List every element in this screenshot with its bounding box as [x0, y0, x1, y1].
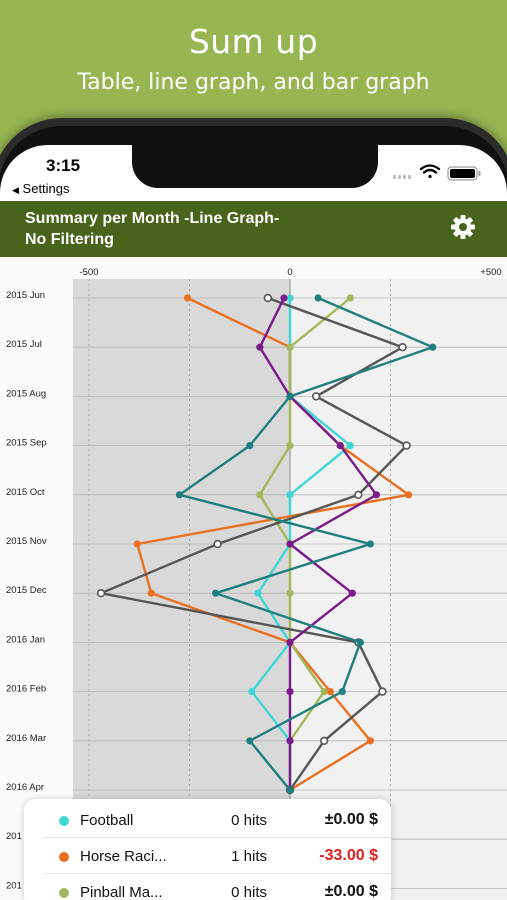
series-point — [338, 688, 346, 696]
month-tick-label: 2015 Jun — [6, 290, 45, 301]
nav-bar: Summary per Month -Line Graph- No Filter… — [0, 201, 507, 257]
series-point — [286, 491, 294, 499]
page-title: Summary per Month -Line Graph- No Filter… — [25, 208, 279, 250]
legend-hits: 0 hits — [231, 812, 267, 829]
series-point — [286, 294, 294, 302]
legend-color-dot — [59, 852, 69, 862]
month-tick-label: 201 — [6, 831, 22, 842]
series-point — [286, 343, 294, 351]
series-point — [320, 688, 328, 696]
month-tick-label: 201 — [6, 880, 22, 891]
series-point — [286, 442, 294, 450]
legend-amount: ±0.00 $ — [324, 883, 378, 900]
series-point — [346, 442, 354, 450]
series-point — [286, 688, 294, 696]
series-point — [256, 491, 264, 499]
month-tick-label: 2015 Aug — [6, 388, 46, 399]
series-point — [175, 491, 184, 499]
wifi-icon — [419, 164, 441, 179]
back-to-settings-link[interactable]: ◀ Settings — [12, 181, 70, 196]
legend-hits: 0 hits — [231, 884, 267, 900]
series-point — [246, 442, 254, 450]
series-point — [354, 490, 363, 500]
positive-region — [290, 279, 507, 900]
series-point — [213, 539, 222, 549]
battery-icon — [447, 166, 481, 181]
month-tick-label: 2015 Nov — [6, 536, 47, 547]
line-chart[interactable]: 2015 Jun 2015 Jul 2015 Aug 2015 Sep 2015 Oct… — [0, 257, 507, 900]
status-time: 3:15 — [46, 156, 81, 175]
month-tick-label: 2016 Feb — [6, 684, 46, 695]
series-point — [263, 293, 273, 303]
series-point — [314, 294, 322, 302]
month-tick-label: 2015 Sep — [6, 438, 47, 449]
page-title-line2: No Filtering — [25, 231, 114, 248]
legend-name: Horse Raci... — [80, 848, 167, 865]
series-point — [372, 491, 381, 499]
month-tick-label: 2016 Jan — [6, 634, 45, 645]
signal-icon — [393, 175, 411, 179]
series-point — [404, 491, 413, 499]
phone-notch — [132, 145, 378, 188]
month-tick-label: 2016 Apr — [6, 782, 44, 793]
series-point — [286, 540, 294, 548]
legend-divider — [44, 837, 391, 838]
legend-card: Football 0 hits ±0.00 $ Horse Raci... 1 hits… — [24, 799, 391, 900]
month-tick-label: 2015 Jul — [6, 339, 42, 350]
promo-title: Sum up — [188, 22, 319, 61]
month-tick-label: 2015 Dec — [6, 585, 47, 596]
legend-row[interactable]: Football 0 hits ±0.00 $ — [24, 801, 391, 837]
legend-name: Football — [80, 812, 134, 829]
x-tick-label: 0 — [287, 267, 292, 278]
series-point — [311, 392, 321, 401]
legend-name: Pinball Ma... — [80, 884, 163, 900]
back-label: Settings — [22, 181, 70, 196]
series-point — [429, 343, 437, 351]
series-point — [246, 737, 254, 745]
series-point — [348, 589, 356, 597]
series-point — [147, 589, 155, 597]
series-point — [280, 294, 288, 302]
series-point — [183, 294, 192, 302]
series-point — [356, 638, 364, 646]
month-tick-label: 2016 Mar — [6, 733, 46, 744]
series-point — [336, 442, 344, 450]
series-point — [366, 540, 374, 548]
line-chart-svg: 2015 Jun 2015 Jul 2015 Aug 2015 Sep 2015 Oct… — [6, 267, 507, 900]
legend-row[interactable]: Pinball Ma... 0 hits ±0.00 $ — [24, 873, 391, 900]
page-title-line1: Summary per Month -Line Graph- — [25, 210, 280, 227]
legend-row[interactable]: Horse Raci... 1 hits -33.00 $ — [24, 837, 391, 873]
legend-divider — [44, 873, 391, 874]
series-point — [286, 638, 294, 646]
x-tick-label: -500 — [79, 267, 98, 278]
series-point — [212, 589, 220, 597]
series-point — [286, 589, 294, 597]
series-point — [286, 392, 294, 400]
series-point — [256, 343, 264, 351]
legend-amount: ±0.00 $ — [324, 811, 378, 828]
back-arrow-icon: ◀ — [12, 185, 19, 195]
series-point — [402, 441, 411, 450]
series-point — [378, 687, 387, 696]
series-point — [346, 294, 354, 302]
series-point — [326, 688, 334, 696]
series-point — [398, 342, 407, 352]
series-point — [96, 589, 106, 598]
month-tick-label: 2015 Oct — [6, 487, 45, 498]
series-point — [286, 786, 294, 794]
series-point — [248, 688, 256, 696]
promo-subtitle: Table, line graph, and bar graph — [77, 70, 430, 95]
gear-icon[interactable] — [450, 214, 476, 240]
series-point — [286, 737, 294, 745]
series-point — [319, 736, 329, 745]
status-icons — [393, 164, 481, 181]
series-point — [133, 540, 141, 548]
legend-amount: -33.00 $ — [319, 847, 378, 864]
legend-color-dot — [59, 816, 69, 826]
series-point — [254, 589, 262, 597]
series-point — [366, 737, 374, 745]
x-tick-label: +500 — [480, 267, 501, 278]
legend-hits: 1 hits — [231, 848, 267, 865]
legend-color-dot — [59, 888, 69, 898]
